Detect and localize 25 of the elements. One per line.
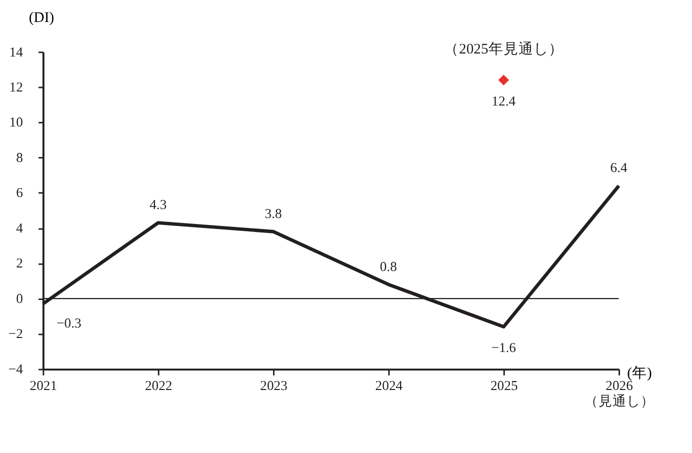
y-tick-label: 12 xyxy=(9,80,24,94)
y-tick-label: −2 xyxy=(8,326,24,342)
data-label: 12.4 xyxy=(492,93,516,108)
x-axis-title: (年) xyxy=(627,364,652,382)
x-tick-label: 2025 xyxy=(490,378,518,394)
y-tick-label: 0 xyxy=(16,290,24,306)
data-label: 3.8 xyxy=(264,206,282,221)
data-label: 6.4 xyxy=(610,160,628,176)
data-label: 0.8 xyxy=(380,258,398,274)
x-tick-label: 2022 xyxy=(144,378,172,394)
x-tick-label: 2021 xyxy=(30,378,58,394)
x-tick-label: 2024 xyxy=(375,378,403,394)
y-tick-label: 14 xyxy=(9,44,24,60)
y-tick-label: 2 xyxy=(16,256,24,271)
y-axis-title: (DI) xyxy=(28,10,54,26)
y-tick-label: 10 xyxy=(9,114,24,130)
y-tick-label: 4 xyxy=(16,220,24,236)
y-tick-label: 8 xyxy=(16,150,24,165)
data-label: 4.3 xyxy=(150,197,167,212)
y-tick-label: 6 xyxy=(16,185,24,200)
data-label: −0.3 xyxy=(56,315,82,330)
y-tick-label: −4 xyxy=(8,361,24,376)
x-tick-label: 2023 xyxy=(260,378,288,394)
data-label: −1.6 xyxy=(491,340,516,356)
annotation: （2025年見通し） xyxy=(444,40,564,58)
